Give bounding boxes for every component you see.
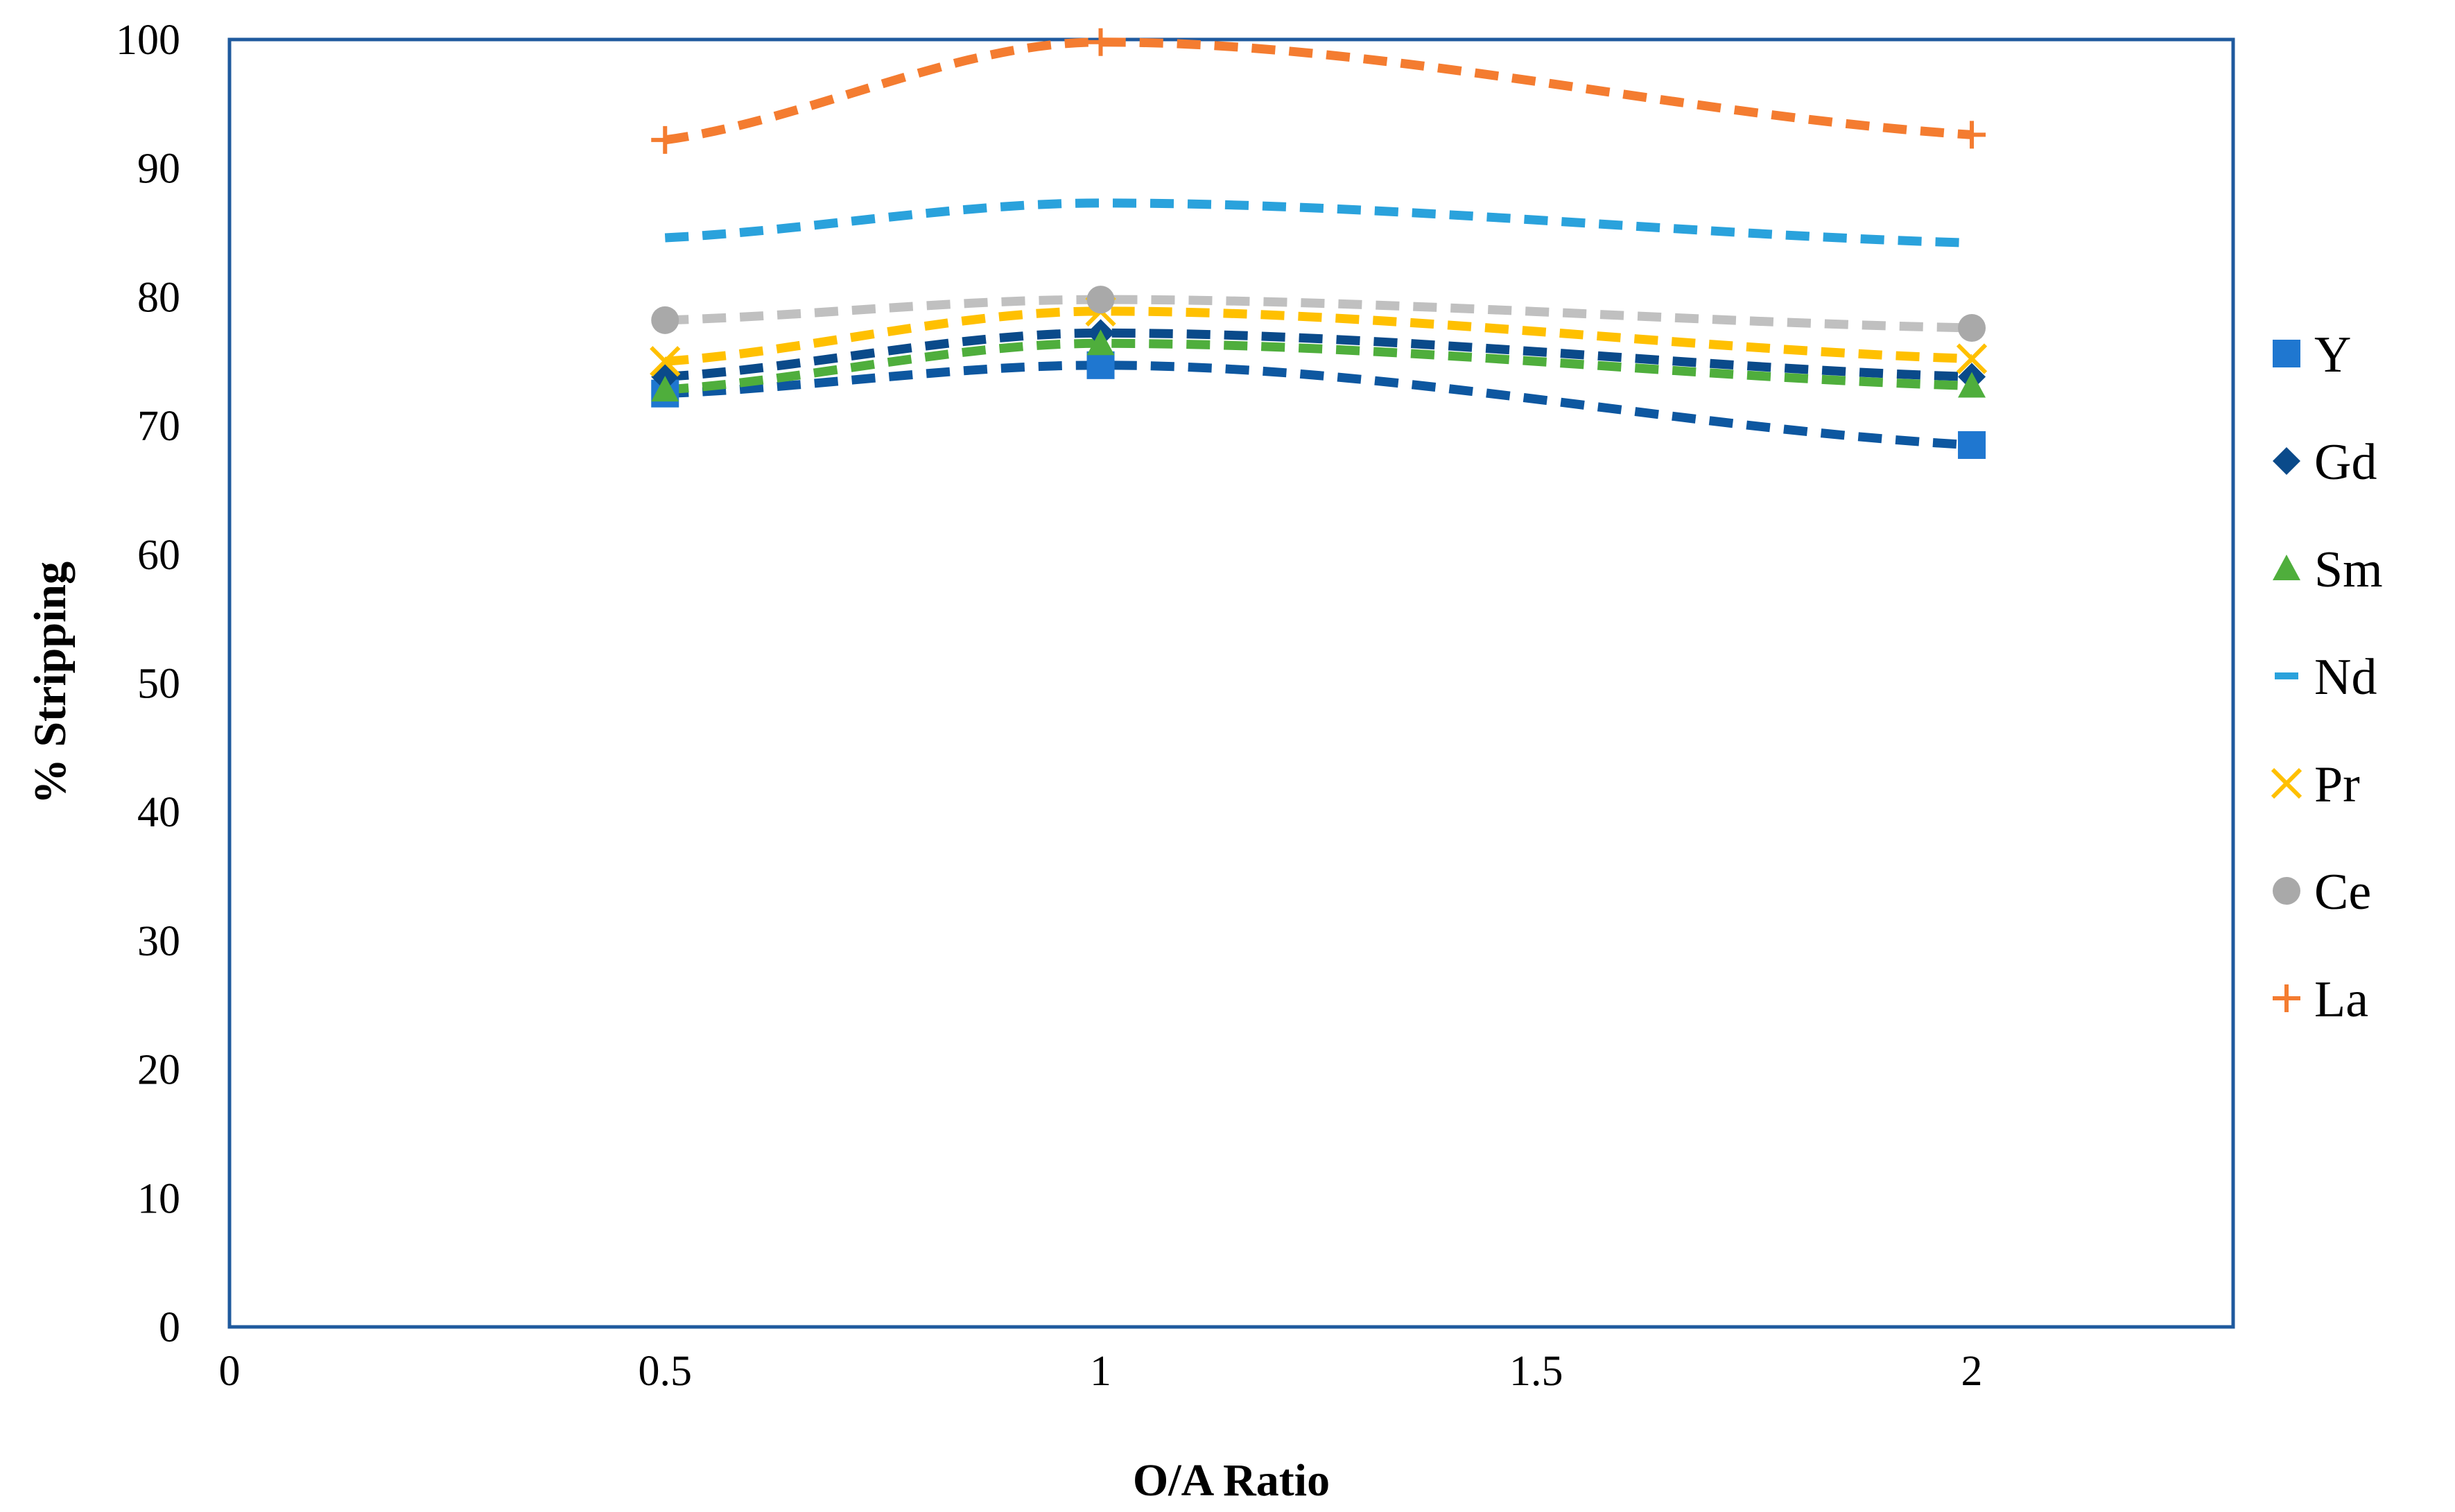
- y-tick-label: 0: [159, 1304, 180, 1351]
- y-tick-label: 10: [137, 1175, 180, 1222]
- trendline-nd: [664, 198, 1972, 247]
- data-point-y: [1086, 351, 1115, 379]
- legend-label-la: La: [2314, 971, 2368, 1028]
- y-tick-label: 40: [137, 789, 180, 836]
- data-point-y: [1958, 431, 1986, 459]
- legend-marker-sm: [2273, 555, 2300, 580]
- legend-label-gd: Gd: [2314, 434, 2377, 491]
- data-point-sm: [1958, 372, 1986, 398]
- data-point-sm: [1086, 329, 1115, 356]
- data-point-la: [1958, 121, 1986, 149]
- data-point-pr: [650, 346, 681, 377]
- data-point-pr: [1956, 343, 1988, 374]
- x-tick-label: 1: [1090, 1348, 1111, 1395]
- data-point-la: [651, 125, 679, 154]
- plot-area: [227, 37, 2235, 1329]
- legend-label-sm: Sm: [2314, 541, 2383, 598]
- legend-label-ce: Ce: [2314, 864, 2371, 921]
- legend-marker-y: [2273, 340, 2300, 367]
- legend-label-pr: Pr: [2314, 756, 2360, 813]
- y-tick-label: 50: [137, 661, 180, 708]
- legend-marker-pr: [2271, 767, 2302, 799]
- y-tick-label: 20: [137, 1047, 180, 1094]
- legend-marker-la: [2273, 984, 2300, 1012]
- legend-marker-ce: [2273, 877, 2300, 905]
- x-tick-label: 0: [219, 1348, 241, 1395]
- x-tick-label: 0.5: [639, 1348, 693, 1395]
- trendlines: [664, 37, 1972, 450]
- data-point-ce: [1086, 286, 1115, 314]
- trendline-pr: [664, 306, 1972, 366]
- x-tick-label: 2: [1961, 1348, 1983, 1395]
- legend-label-y: Y: [2314, 327, 2351, 383]
- data-point-ce: [651, 306, 679, 334]
- trendline-sm: [664, 338, 1972, 394]
- y-tick-label: 80: [137, 274, 180, 321]
- y-axis-title: % Stripping: [25, 562, 76, 804]
- data-point-la: [1086, 28, 1115, 56]
- x-axis-title: O/A Ratio: [1133, 1455, 1330, 1506]
- y-tick-label: 60: [137, 532, 180, 579]
- legend-label-nd: Nd: [2314, 649, 2377, 706]
- data-point-sm: [651, 376, 679, 402]
- x-axis-ticks: 0 0.5 1 1.5 2: [219, 1348, 1983, 1395]
- legend-marker-gd: [2273, 447, 2300, 475]
- x-tick-label: 1.5: [1509, 1348, 1563, 1395]
- trendline-ce: [665, 295, 1972, 333]
- trendline-y: [665, 360, 1972, 450]
- trendline-gd: [664, 328, 1972, 382]
- y-tick-label: 90: [137, 146, 180, 193]
- data-point-ce: [1958, 313, 1986, 342]
- legend: Y Gd Sm Nd Pr Ce La: [2271, 327, 2383, 1028]
- trendline-la: [664, 37, 1972, 145]
- legend-marker-nd: [2275, 672, 2298, 679]
- y-tick-label: 100: [116, 17, 180, 64]
- y-tick-label: 70: [137, 403, 180, 450]
- data-markers: [650, 28, 1988, 459]
- y-axis-ticks: 0 10 20 30 40 50 60 70 80 90 100: [116, 17, 180, 1351]
- y-tick-label: 30: [137, 918, 180, 965]
